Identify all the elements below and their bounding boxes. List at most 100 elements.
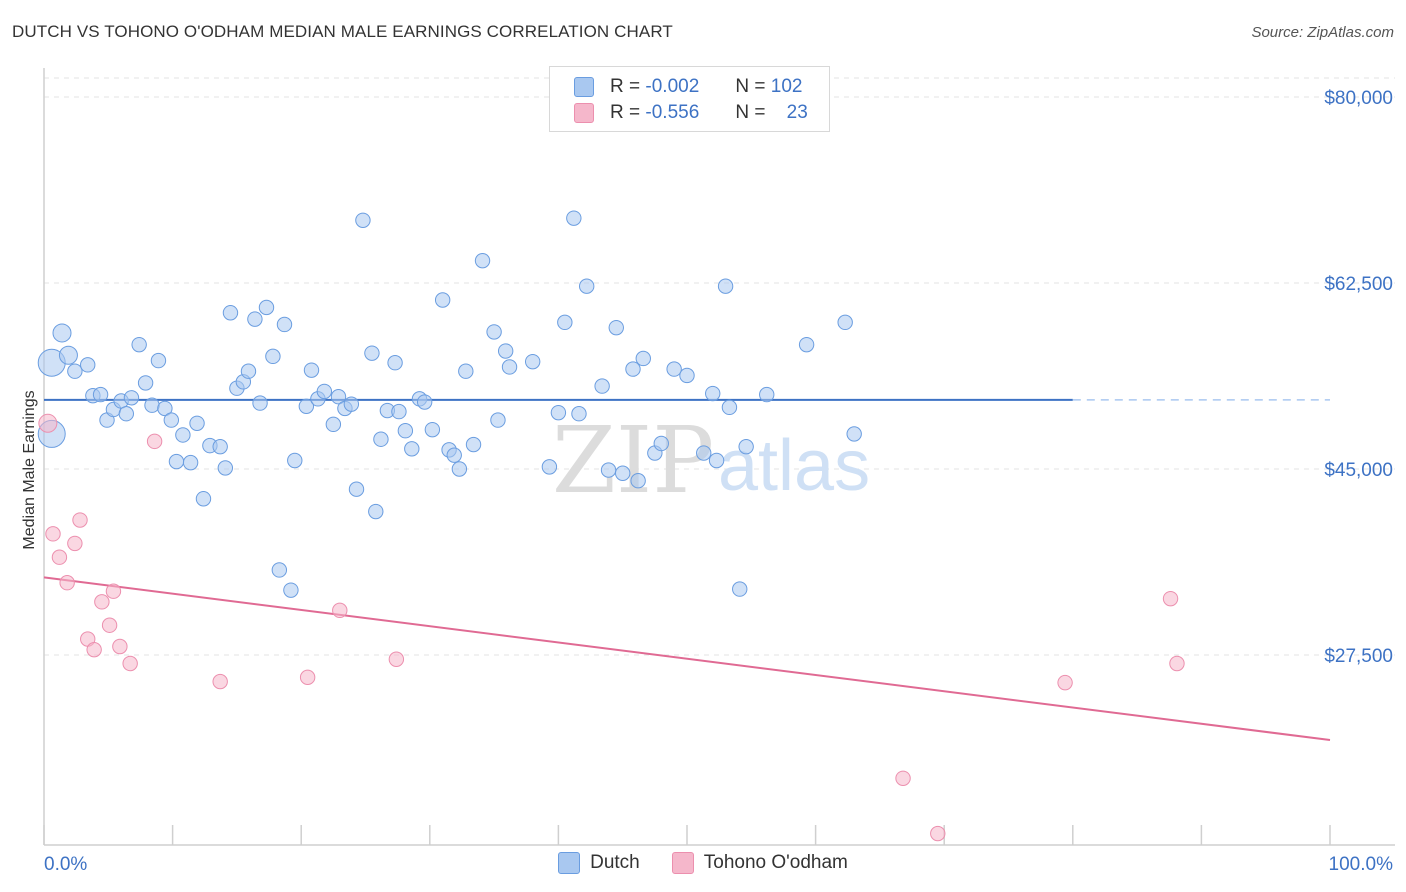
point-tohono (45, 526, 61, 542)
series-swatch-tohono (671, 852, 694, 874)
legend-n-label: N = (735, 76, 766, 97)
point-dutch (58, 345, 78, 365)
point-dutch (708, 452, 725, 469)
x-tick-label: 100.0% (1329, 854, 1394, 875)
point-dutch (837, 314, 853, 331)
point-dutch (738, 438, 754, 455)
point-dutch (368, 503, 384, 520)
point-dutch (732, 581, 748, 597)
x-tick-label: 0.0% (44, 854, 87, 875)
point-dutch (571, 406, 587, 422)
point-dutch (717, 278, 734, 294)
point-dutch (541, 459, 558, 475)
point-dutch (276, 316, 293, 333)
trend-line-tohono (43, 576, 1331, 742)
y-tick-label: $80,000 (1324, 88, 1393, 109)
point-dutch (212, 438, 228, 455)
point-dutch (566, 210, 582, 226)
point-tohono (1057, 674, 1073, 691)
point-dutch (157, 400, 173, 417)
point-dutch (258, 299, 275, 316)
point-dutch (846, 426, 862, 442)
chart-title: DUTCH VS TOHONO O'ODHAM MEDIAN MALE EARN… (12, 22, 673, 41)
point-dutch (168, 453, 185, 470)
point-dutch (391, 403, 407, 420)
legend-n-value: 102 (770, 76, 803, 97)
point-dutch (303, 362, 320, 378)
point-dutch (348, 481, 365, 497)
legend-n-label: N = (735, 102, 766, 123)
point-tohono (51, 549, 68, 565)
legend-r-label: R = (610, 76, 641, 97)
point-dutch (298, 398, 315, 414)
point-tohono (388, 651, 405, 667)
point-dutch (397, 423, 414, 439)
point-dutch (458, 363, 474, 379)
point-dutch (608, 319, 624, 336)
point-dutch (474, 252, 491, 269)
point-dutch (490, 412, 506, 428)
legend-swatch-tohono (574, 103, 594, 123)
series-label-dutch: Dutch (590, 852, 640, 873)
point-dutch (594, 378, 610, 394)
point-dutch (404, 441, 420, 457)
point-dutch (247, 311, 263, 327)
point-dutch (578, 278, 595, 294)
point-dutch (666, 361, 682, 377)
point-dutch (696, 445, 712, 461)
point-tohono (1169, 655, 1185, 672)
point-dutch (144, 397, 160, 413)
y-tick-label: $27,500 (1324, 646, 1393, 667)
point-dutch (373, 431, 389, 447)
point-dutch (653, 435, 669, 452)
axes (43, 68, 1395, 846)
source-credit: Source: ZipAtlas.com (1251, 24, 1394, 41)
point-dutch (150, 352, 167, 369)
point-dutch (195, 491, 212, 507)
stats-legend: R = -0.002 N = 102 R = -0.556 N = 23 (549, 66, 830, 132)
point-dutch (524, 353, 541, 370)
point-dutch (123, 390, 140, 406)
point-dutch (287, 452, 303, 469)
watermark-atlas: atlas (718, 426, 870, 506)
point-dutch (635, 350, 651, 367)
point-tohono (86, 641, 102, 658)
y-tick-label: $62,500 (1324, 274, 1393, 295)
point-tohono (1162, 590, 1179, 607)
point-dutch (283, 582, 299, 598)
legend-swatch-dutch (574, 77, 594, 97)
series-label-tohono: Tohono O'odham (703, 852, 848, 873)
point-dutch (52, 323, 72, 343)
point-dutch (240, 363, 257, 379)
legend-r-label: R = (610, 102, 641, 123)
point-dutch (271, 562, 288, 578)
legend-row-tohono: R = -0.556 N = 23 (574, 100, 808, 126)
point-dutch (182, 454, 199, 471)
point-dutch (137, 375, 154, 391)
data-points (37, 210, 1185, 842)
point-dutch (615, 465, 631, 481)
point-dutch (189, 415, 205, 431)
point-dutch (80, 357, 96, 373)
point-tohono (59, 575, 75, 591)
point-dutch (330, 389, 347, 405)
point-tohono (67, 535, 83, 552)
point-dutch (163, 412, 180, 428)
point-dutch (705, 385, 721, 402)
point-dutch (175, 427, 191, 443)
legend-row-dutch: R = -0.002 N = 102 (574, 74, 802, 100)
point-dutch (759, 386, 775, 403)
point-dutch (416, 394, 433, 410)
point-tohono (299, 669, 316, 686)
point-dutch (451, 461, 468, 477)
legend-r-value: -0.002 (645, 76, 700, 97)
point-dutch (252, 395, 268, 411)
tick-labels: $27,500 $45,000 $62,500 $80,000 0.0% 100.0% (44, 88, 1393, 875)
point-dutch (557, 314, 573, 331)
point-tohono (212, 673, 228, 690)
point-dutch (486, 324, 502, 340)
point-dutch (679, 367, 695, 384)
series-legend-dutch: Dutch (558, 852, 640, 874)
point-dutch (364, 345, 380, 361)
point-dutch (92, 386, 109, 403)
